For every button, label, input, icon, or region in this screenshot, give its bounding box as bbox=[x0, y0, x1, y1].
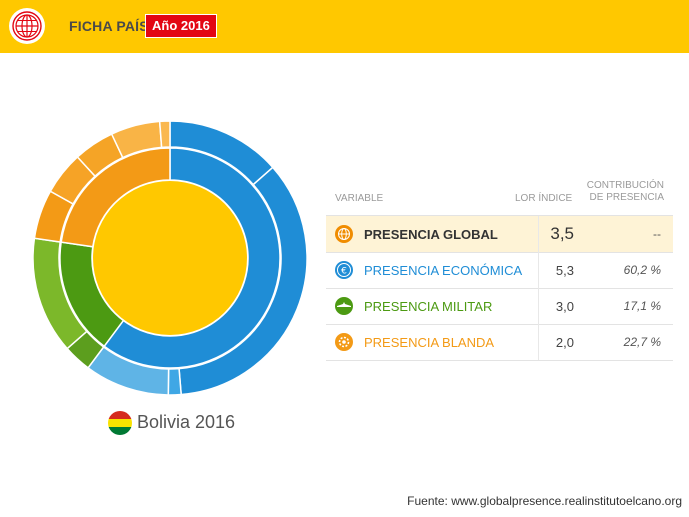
row-name[interactable]: PRESENCIA BLANDA bbox=[364, 335, 495, 350]
presence-donut-chart bbox=[32, 120, 308, 396]
row-contribution: 60,2 % bbox=[623, 263, 661, 277]
globe-grid-icon[interactable] bbox=[9, 8, 45, 44]
flag-stripe-top bbox=[108, 411, 132, 419]
row-divider bbox=[538, 216, 539, 252]
row-divider bbox=[538, 288, 539, 324]
row-contribution: 17,1 % bbox=[623, 299, 661, 313]
outer-ring-slice-10[interactable] bbox=[158, 120, 171, 149]
col-header-contribution: CONTRIBUCIÓN DE PRESENCIA bbox=[578, 180, 664, 204]
row-contribution: 22,7 % bbox=[623, 335, 661, 349]
table-row[interactable]: PRESENCIA GLOBAL 3,5 -- bbox=[326, 215, 673, 253]
outer-ring-slice-2[interactable] bbox=[167, 367, 182, 396]
header-bar: FICHA PAÍS Año 2016 bbox=[0, 0, 689, 53]
inner-ring-slice-2[interactable] bbox=[60, 147, 171, 248]
row-name[interactable]: PRESENCIA MILITAR bbox=[364, 299, 493, 314]
euro-icon: € bbox=[334, 260, 354, 280]
table-row[interactable]: € PRESENCIA ECONÓMICA 5,3 60,2 % bbox=[326, 252, 673, 289]
source-note: Fuente: www.globalpresence.realinstituto… bbox=[407, 494, 682, 508]
flag-stripe-middle bbox=[108, 419, 132, 427]
gear-icon bbox=[334, 332, 354, 352]
plane-icon bbox=[334, 296, 354, 316]
row-index: 3,0 bbox=[555, 299, 574, 314]
row-name[interactable]: PRESENCIA ECONÓMICA bbox=[364, 263, 523, 278]
country-label: Bolivia 2016 bbox=[137, 412, 236, 432]
row-divider bbox=[538, 324, 539, 360]
flag-stripe-bottom bbox=[108, 427, 132, 435]
col-header-contribution-line1: CONTRIBUCIÓN bbox=[586, 180, 664, 191]
bolivia-flag-icon bbox=[108, 411, 132, 435]
row-index: 5,3 bbox=[555, 263, 574, 278]
row-divider bbox=[538, 252, 539, 288]
row-contribution: -- bbox=[653, 227, 661, 241]
global-presence-center[interactable] bbox=[93, 181, 247, 335]
globe-icon bbox=[334, 224, 354, 244]
col-header-contribution-line2: DE PRESENCIA bbox=[589, 192, 664, 203]
row-index: 2,0 bbox=[555, 335, 574, 350]
page-title: FICHA PAÍS bbox=[69, 18, 149, 34]
table-row[interactable]: PRESENCIA BLANDA 2,0 22,7 % bbox=[326, 324, 673, 361]
svg-text:€: € bbox=[341, 267, 347, 277]
col-header-variable: VARIABLE bbox=[335, 193, 384, 204]
row-name[interactable]: PRESENCIA GLOBAL bbox=[364, 227, 498, 242]
year-badge[interactable]: Año 2016 bbox=[145, 14, 217, 38]
table-row[interactable]: PRESENCIA MILITAR 3,0 17,1 % bbox=[326, 288, 673, 325]
inner-ring-slice-0[interactable] bbox=[103, 147, 281, 369]
col-header-index: LOR ÍNDICE bbox=[515, 193, 573, 204]
row-index: 3,5 bbox=[550, 224, 574, 243]
